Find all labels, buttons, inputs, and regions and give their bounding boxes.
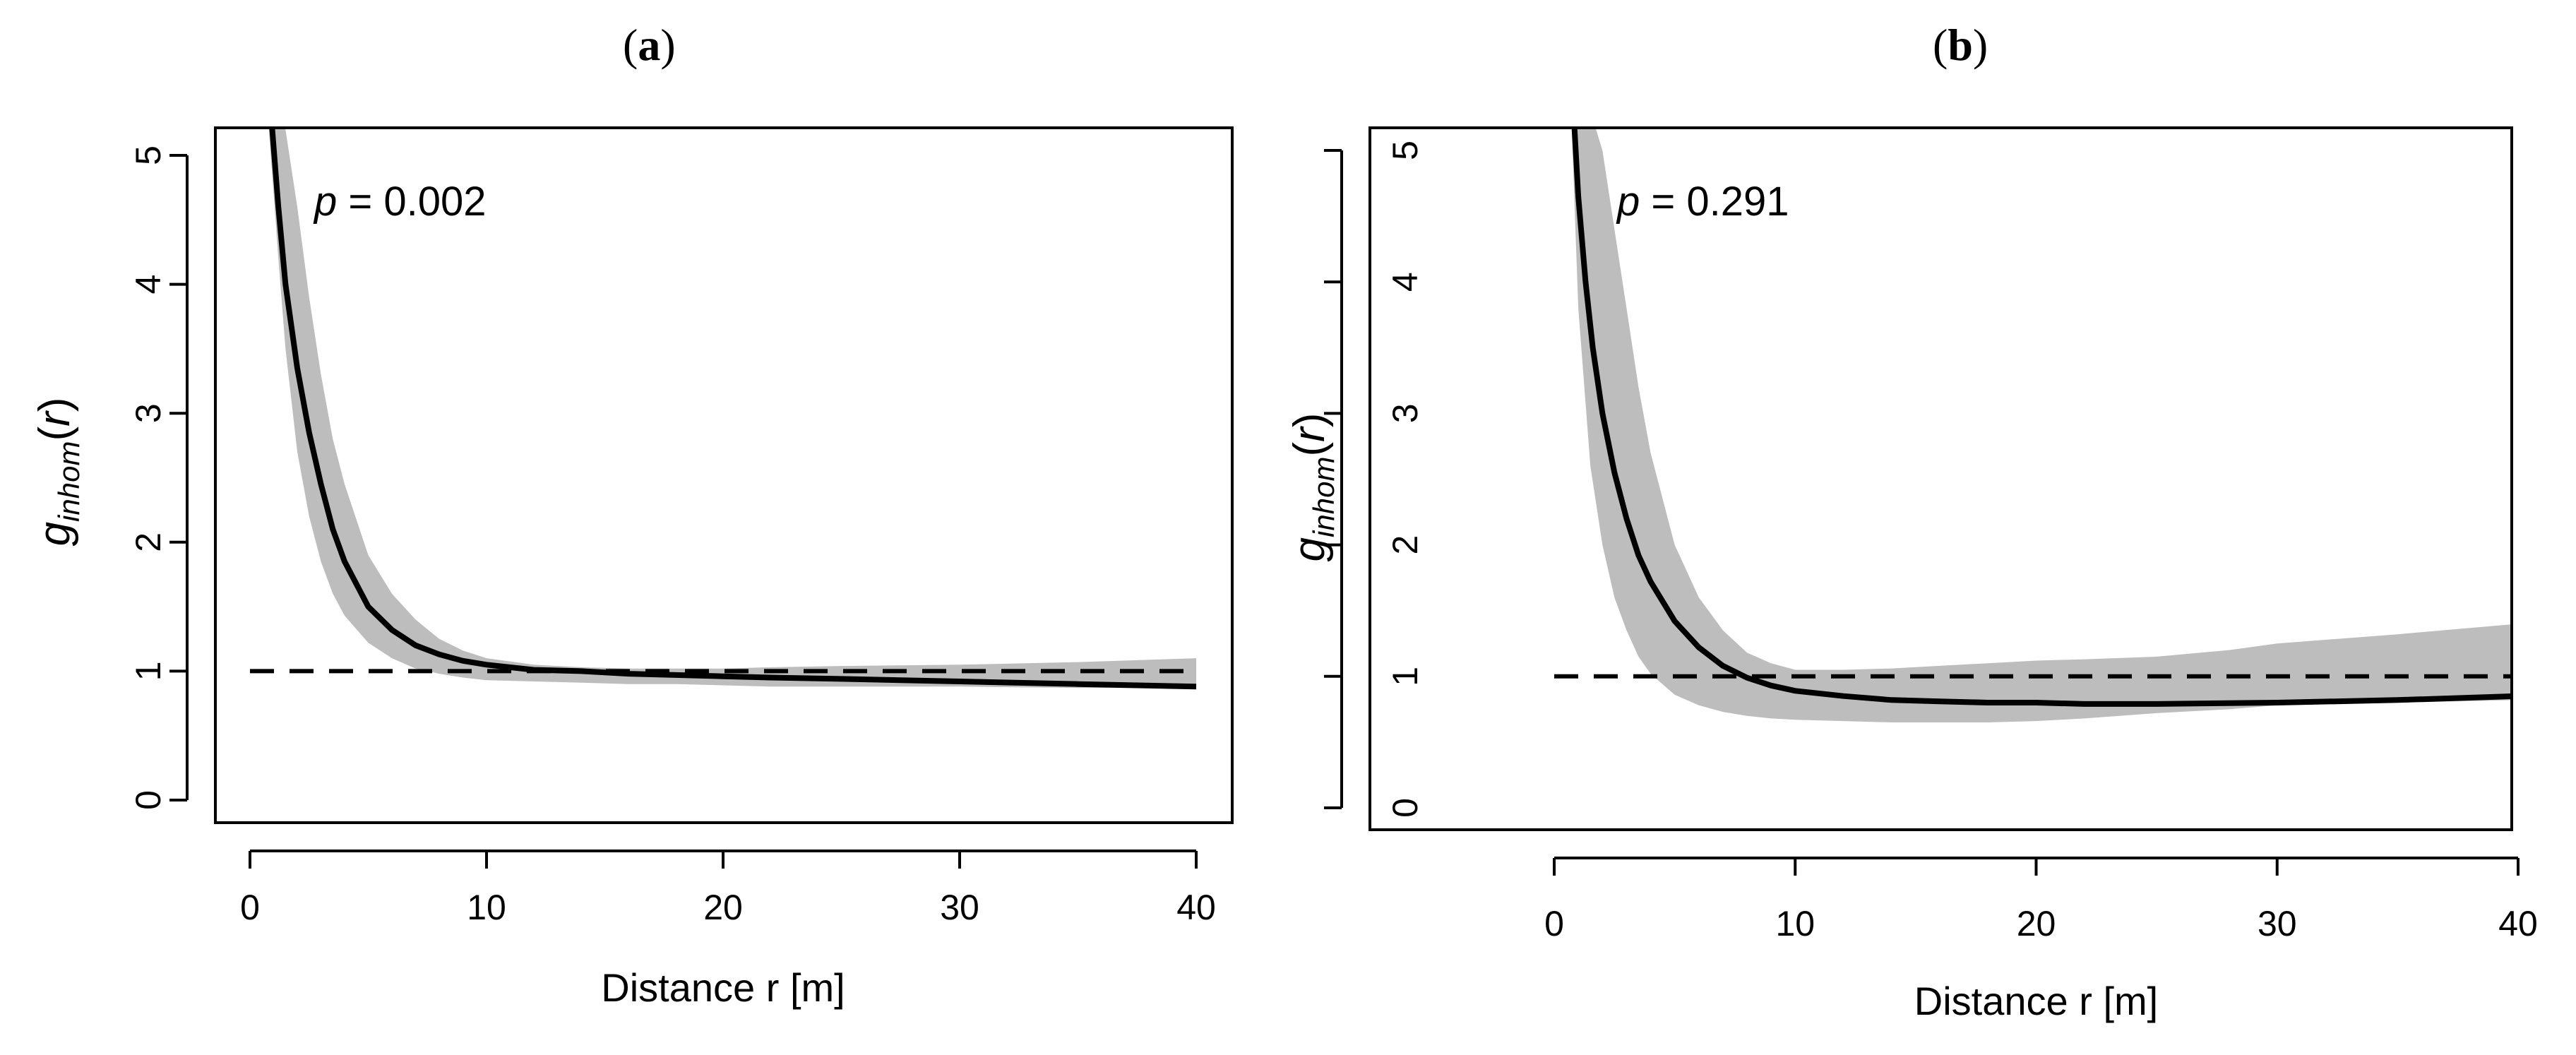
panel-label: (b): [1933, 20, 1988, 70]
y-tick-label: 5: [129, 145, 168, 165]
y-axis-title: ginhom(r): [1285, 413, 1340, 562]
panel-label: (a): [623, 20, 676, 70]
x-tick-label: 40: [2498, 904, 2538, 943]
observed-line: [1571, 128, 2512, 707]
p-value-annotation: p = 0.291: [1616, 179, 1789, 225]
x-tick-label: 0: [1544, 904, 1564, 943]
y-tick-label: 0: [129, 790, 168, 810]
x-tick-label: 20: [703, 888, 743, 927]
x-tick-label: 30: [940, 888, 979, 927]
y-tick-label: 1: [1385, 667, 1425, 686]
y-tick-label: 3: [1385, 403, 1425, 423]
x-tick-label: 40: [1176, 888, 1216, 927]
x-axis-title: Distance r [m]: [601, 965, 845, 1010]
observed-line: [269, 128, 1197, 690]
envelope-band: [1571, 128, 2512, 722]
panel-b: 0 10 20 30 40 0 1 2 3 4 5 Distance r [m] ginhom(r) p …: [1285, 20, 2538, 1023]
y-tick-label: 0: [1385, 798, 1425, 818]
y-tick-label: 3: [129, 403, 168, 423]
y-axis-title: ginhom(r): [30, 398, 85, 547]
p-value-annotation: p = 0.002: [313, 179, 487, 225]
plot-frame: [1368, 126, 2513, 831]
x-tick-label: 30: [2258, 904, 2297, 943]
y-tick-label: 4: [129, 275, 168, 294]
y-tick-label: 4: [1385, 272, 1425, 292]
x-axis-title: Distance r [m]: [1914, 979, 2158, 1023]
y-tick-label: 2: [129, 532, 168, 552]
x-tick-label: 10: [1775, 904, 1815, 943]
panel-a: 0 10 20 30 40 0 1 2 3 4 5 Distance r [m] ginhom(r) p …: [30, 20, 1234, 1010]
plot-frame: [214, 126, 1234, 824]
y-tick-label: 2: [1385, 535, 1425, 555]
envelope-band: [268, 128, 1196, 689]
x-tick-label: 0: [240, 888, 260, 927]
y-tick-label: 5: [1385, 141, 1425, 160]
y-tick-label: 1: [129, 661, 168, 681]
x-tick-label: 10: [467, 888, 506, 927]
x-tick-label: 20: [2017, 904, 2056, 943]
